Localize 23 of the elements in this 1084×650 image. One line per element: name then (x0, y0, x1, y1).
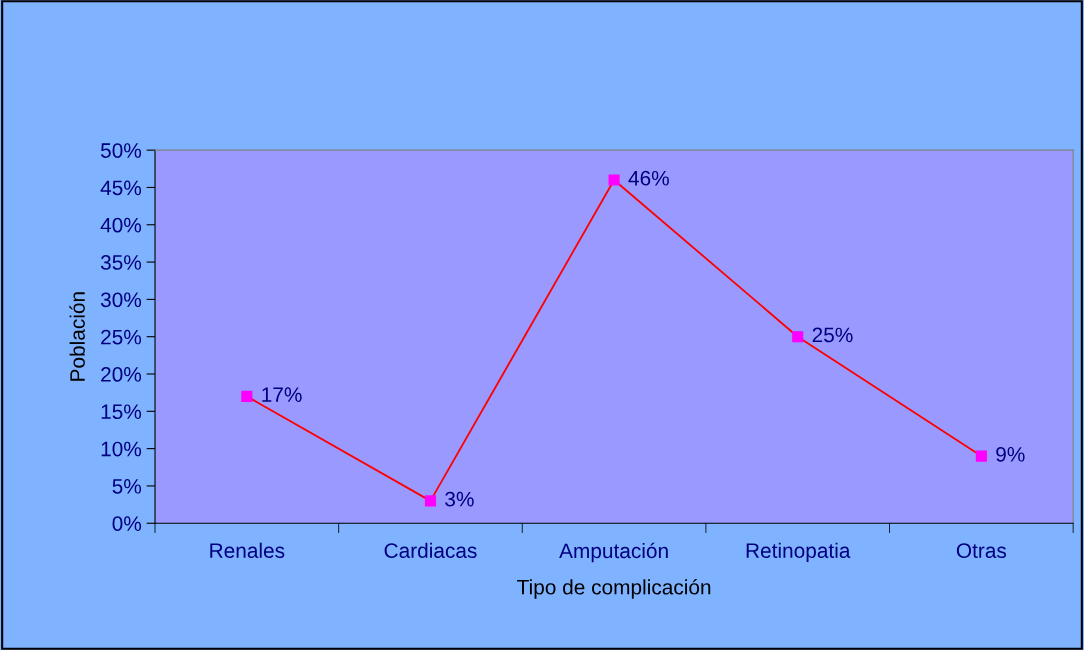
y-tick-label: 25% (101, 329, 142, 345)
y-tick-label: 35% (100, 255, 142, 270)
data-label: 3% (445, 491, 474, 507)
x-axis-title: Tipo de complicación (517, 579, 711, 599)
data-label: 46% (628, 170, 669, 186)
x-tick-label: Amputación (559, 542, 668, 563)
x-tick-label: Otras (956, 543, 1007, 558)
y-tick-label: 50% (100, 143, 142, 158)
x-tick-label: Retinopatia (746, 542, 851, 563)
data-label: 17% (262, 387, 302, 402)
y-axis-title: Población (69, 292, 85, 381)
x-tick-label: Renales (210, 542, 285, 558)
y-tick-label: 30% (100, 292, 142, 308)
y-tick-label: 20% (101, 367, 142, 382)
y-tick-label: 40% (100, 217, 142, 233)
y-tick-label: 10% (101, 441, 142, 457)
data-label: 9% (996, 446, 1025, 462)
y-tick-label: 0% (112, 516, 142, 531)
data-label: 25% (812, 327, 853, 343)
x-tick-label: Cardiacas (384, 542, 477, 558)
y-tick-label: 45% (100, 180, 142, 196)
y-tick-label: 15% (101, 404, 142, 420)
y-tick-label: 5% (112, 479, 142, 494)
